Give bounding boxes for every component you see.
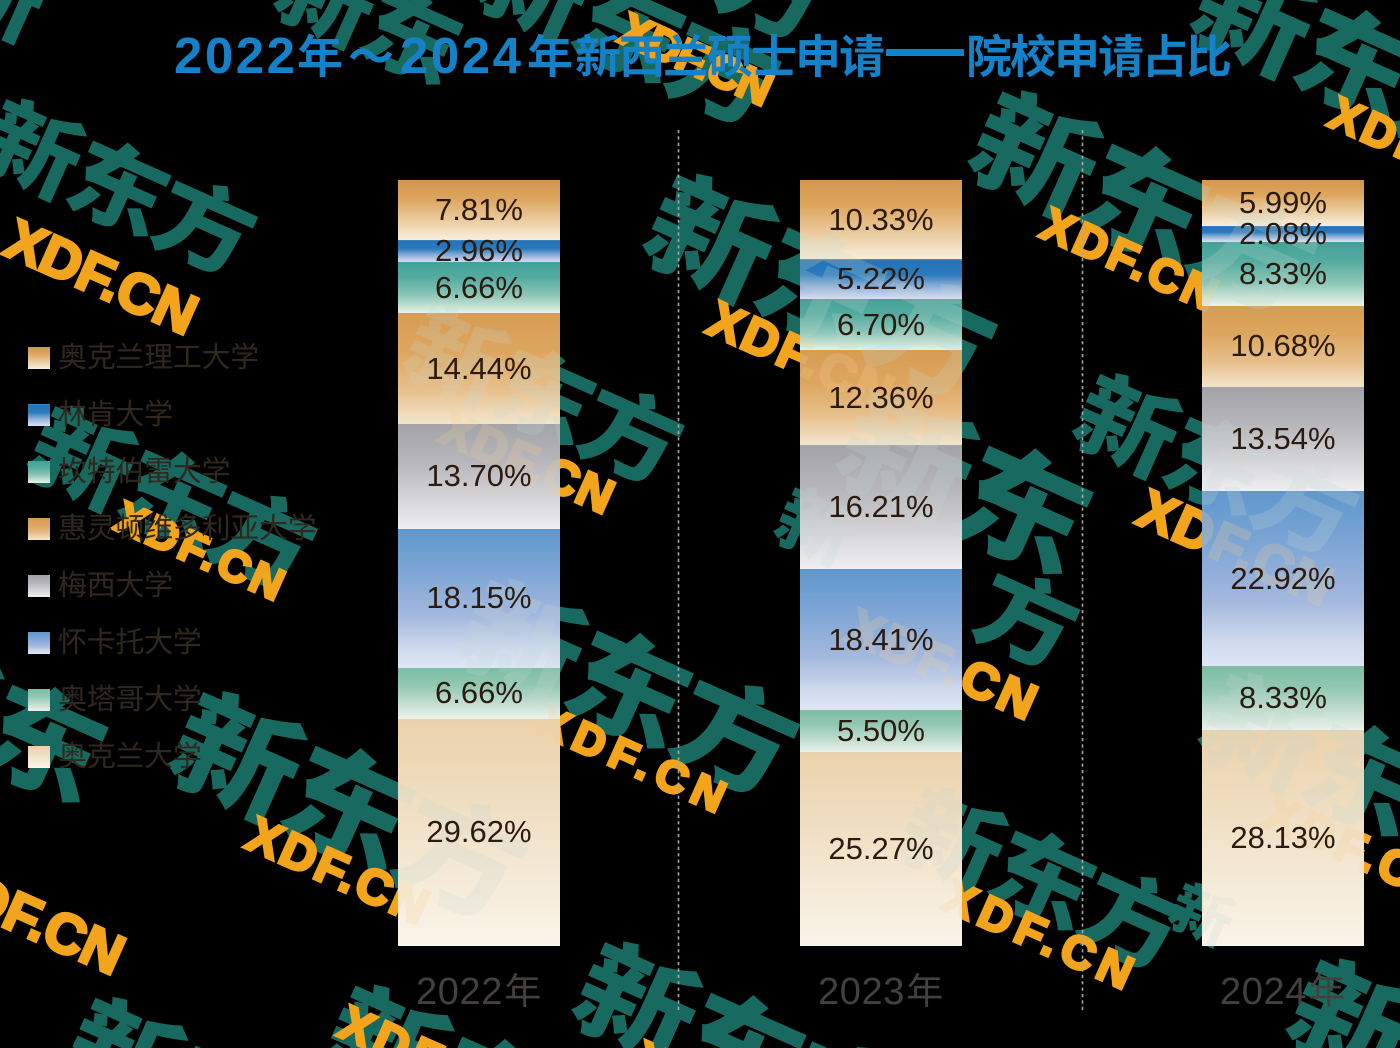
svg-text:2022: 2022	[416, 971, 503, 1013]
svg-text:2024: 2024	[1220, 971, 1307, 1013]
svg-text:2023: 2023	[818, 971, 905, 1013]
svg-text:2024: 2024	[400, 27, 523, 84]
svg-text:2022: 2022	[174, 27, 297, 84]
